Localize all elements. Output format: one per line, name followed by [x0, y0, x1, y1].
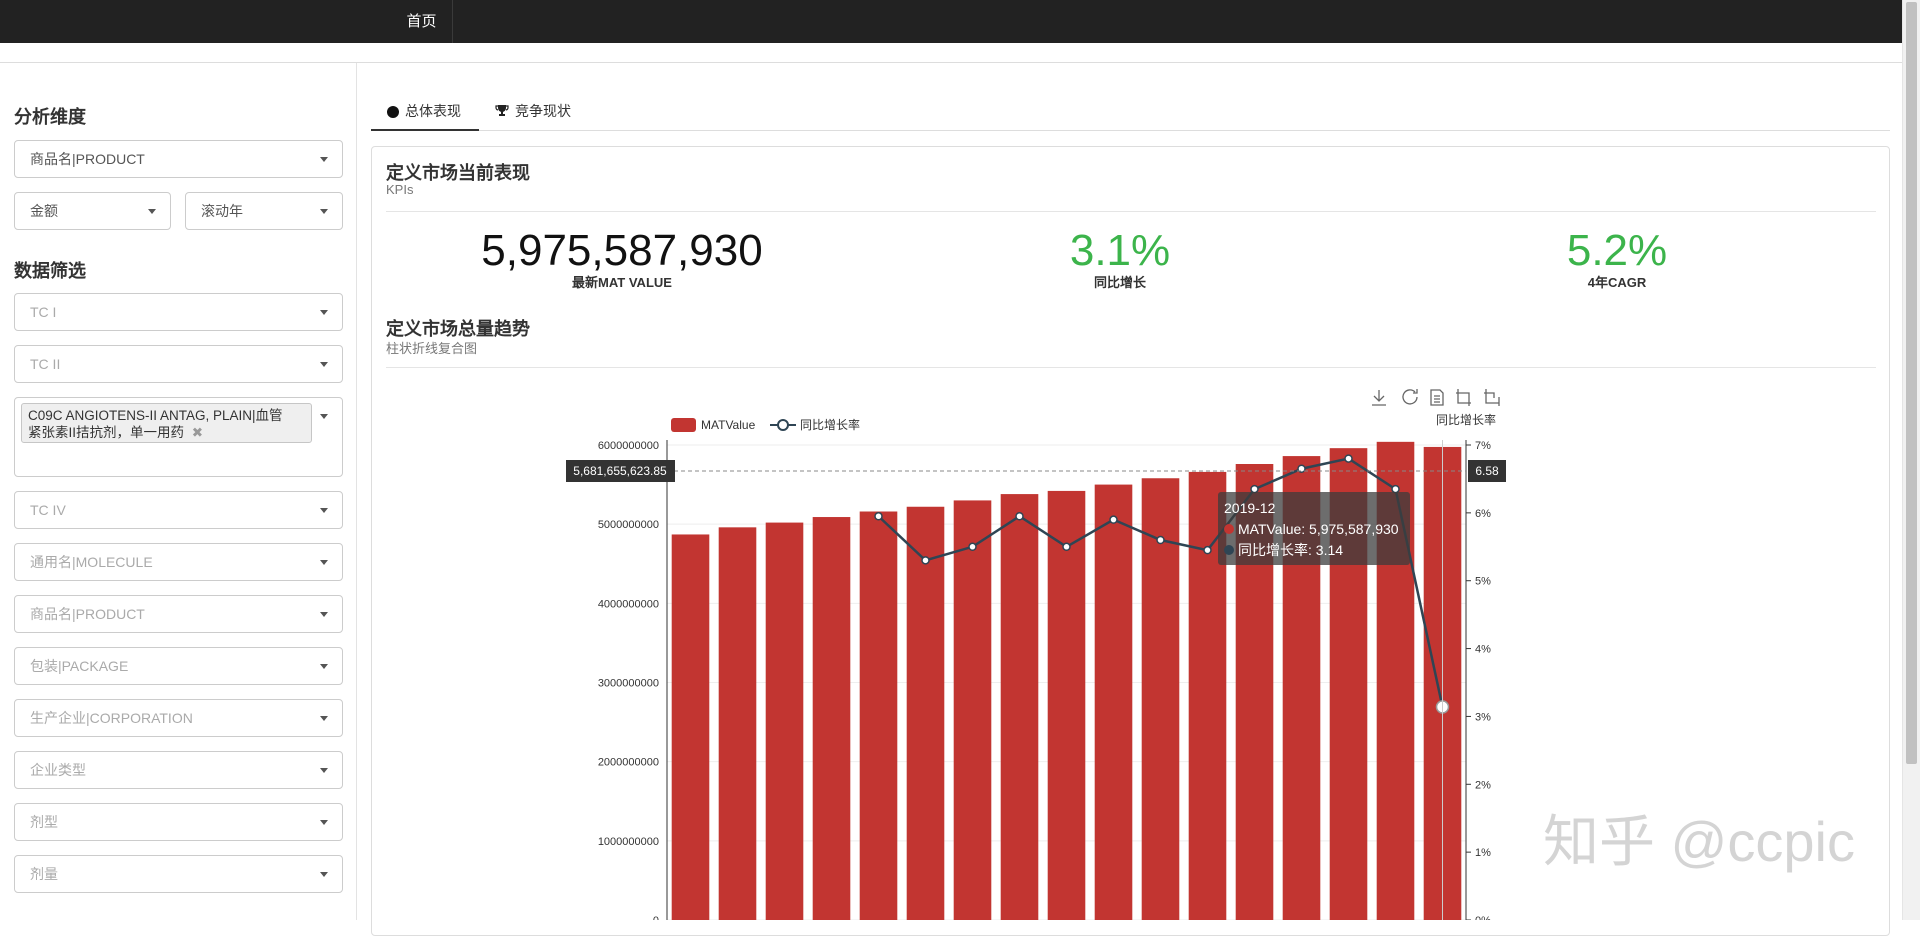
tc3-multiselect[interactable]: C09C ANGIOTENS-II ANTAG, PLAIN|血管 紧张素II拮…	[14, 397, 343, 477]
kpi-cagr: 5.2% 4年CAGR	[1407, 226, 1827, 291]
chevron-down-icon	[320, 560, 328, 565]
kpi-yoy-label: 同比增长	[1093, 275, 1146, 290]
chevron-down-icon	[320, 716, 328, 721]
chevron-down-icon	[320, 664, 328, 669]
product-select[interactable]: 商品名|PRODUCT	[14, 595, 343, 633]
scrollbar-thumb[interactable]	[1906, 2, 1917, 764]
trend-section-subtitle: 柱状折线复合图	[386, 341, 478, 356]
tc2-select[interactable]: TC II	[14, 345, 343, 383]
tab-competition[interactable]: 竞争现状	[495, 93, 595, 131]
kpi-divider	[386, 211, 1876, 212]
chevron-down-icon	[320, 362, 328, 367]
watermark: 知乎 @ccpic	[1543, 810, 1855, 873]
corp-type-placeholder: 企业类型	[30, 762, 86, 778]
tc1-placeholder: TC I	[30, 304, 57, 320]
dimension-select-value: 商品名|PRODUCT	[30, 151, 145, 167]
nav-tab-home[interactable]: 首页	[391, 0, 453, 43]
main-tabs: 总体表现 竞争现状	[371, 93, 1890, 131]
tc3-selected-chip: C09C ANGIOTENS-II ANTAG, PLAIN|血管 紧张素II拮…	[21, 403, 312, 443]
corporation-placeholder: 生产企业|CORPORATION	[30, 710, 193, 726]
kpi-section-title: 定义市场当前表现	[386, 163, 530, 183]
formulation-placeholder: 剂型	[30, 814, 58, 830]
package-select[interactable]: 包装|PACKAGE	[14, 647, 343, 685]
kpi-section-subtitle: KPIs	[386, 182, 414, 197]
tc4-select[interactable]: TC IV	[14, 491, 343, 529]
kpi-mat-value: 5,975,587,930 最新MAT VALUE	[412, 226, 832, 291]
chevron-down-icon	[320, 310, 328, 315]
chevron-down-icon	[320, 872, 328, 877]
chevron-down-icon	[320, 768, 328, 773]
analysis-dimension-title: 分析维度	[14, 107, 86, 127]
trend-divider	[386, 367, 1876, 368]
top-navbar: 首页	[0, 0, 1902, 43]
kpi-yoy-number: 3.1%	[1069, 226, 1171, 275]
circle-icon	[387, 106, 399, 119]
chevron-down-icon	[320, 209, 328, 214]
filter-sidebar: 分析维度 商品名|PRODUCT 金额 滚动年 数据筛选 TC I TC II …	[0, 63, 357, 920]
tc4-placeholder: TC IV	[30, 502, 66, 518]
period-select-value: 滚动年	[201, 203, 243, 219]
page-scrollbar[interactable]	[1902, 0, 1920, 920]
kpi-cagr-number: 5.2%	[1566, 226, 1668, 275]
chevron-down-icon	[320, 508, 328, 513]
kpi-cagr-label: 4年CAGR	[1587, 275, 1647, 290]
metric-select[interactable]: 金额	[14, 192, 171, 230]
header-divider	[0, 62, 1902, 63]
chevron-down-icon	[320, 157, 328, 162]
tab-competition-label: 竞争现状	[515, 103, 571, 119]
trend-section-title: 定义市场总量趋势	[386, 319, 530, 339]
formulation-select[interactable]: 剂型	[14, 803, 343, 841]
tc1-select[interactable]: TC I	[14, 293, 343, 331]
tab-overview-label: 总体表现	[405, 103, 461, 119]
product-placeholder: 商品名|PRODUCT	[30, 606, 145, 622]
trophy-icon	[495, 94, 509, 130]
molecule-placeholder: 通用名|MOLECULE	[30, 554, 153, 570]
dimension-select[interactable]: 商品名|PRODUCT	[14, 140, 343, 178]
tc3-chip-line1: C09C ANGIOTENS-II ANTAG, PLAIN|血管	[28, 408, 283, 423]
tab-overview[interactable]: 总体表现	[371, 93, 479, 131]
strength-select[interactable]: 剂量	[14, 855, 343, 893]
chevron-down-icon	[320, 820, 328, 825]
tc3-chip-line2: 紧张素II拮抗剂，单一用药	[28, 425, 185, 440]
molecule-select[interactable]: 通用名|MOLECULE	[14, 543, 343, 581]
chevron-down-icon	[320, 612, 328, 617]
corp-type-select[interactable]: 企业类型	[14, 751, 343, 789]
period-select[interactable]: 滚动年	[185, 192, 343, 230]
tc2-placeholder: TC II	[30, 356, 61, 372]
chevron-down-icon	[148, 209, 156, 214]
chevron-down-icon	[320, 414, 328, 419]
kpi-mat-number: 5,975,587,930	[481, 226, 763, 275]
kpi-mat-label: 最新MAT VALUE	[572, 275, 672, 290]
chip-remove-icon[interactable]: ✖	[191, 425, 204, 440]
data-filter-title: 数据筛选	[14, 261, 86, 281]
metric-select-value: 金额	[30, 203, 58, 219]
strength-placeholder: 剂量	[30, 866, 58, 882]
kpi-yoy-growth: 3.1% 同比增长	[910, 226, 1330, 291]
package-placeholder: 包装|PACKAGE	[30, 658, 129, 674]
corporation-select[interactable]: 生产企业|CORPORATION	[14, 699, 343, 737]
